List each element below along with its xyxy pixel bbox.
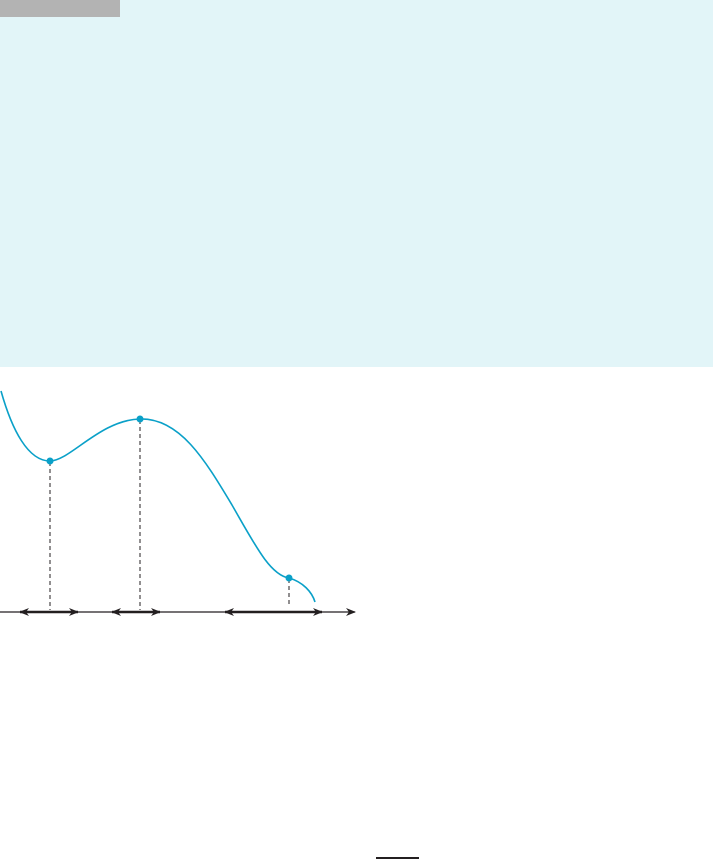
section-header-tab <box>0 0 120 17</box>
local-minimum-point <box>46 457 54 465</box>
local-maximum-point <box>136 415 144 423</box>
inflection-point <box>285 574 293 582</box>
fraction-bar <box>376 857 419 859</box>
function-curve <box>0 390 316 603</box>
dashed-guides <box>49 420 290 610</box>
shaded-content-panel <box>0 0 713 367</box>
